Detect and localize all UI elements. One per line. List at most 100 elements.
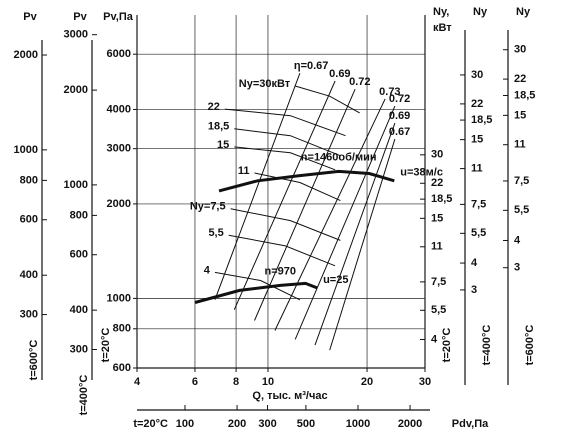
speed-curve — [194, 281, 318, 304]
efficiency-label: 0.69 — [329, 68, 350, 80]
aux-tick-label: 200 — [228, 418, 246, 430]
y-temperature: t=20°C — [100, 328, 112, 363]
y-tick-label: 600 — [113, 362, 131, 374]
efficiency-label: 0.69 — [389, 110, 410, 122]
aux-tick-label: 2000 — [14, 49, 38, 61]
aux-tick-label: 800 — [20, 174, 38, 186]
aux-tick-label: 7,5 — [471, 198, 486, 210]
power-line — [254, 172, 341, 202]
aux-tick-label: 300 — [258, 418, 276, 430]
aux-axis-unit: кВт — [433, 22, 452, 34]
power-line — [228, 234, 336, 267]
efficiency-line — [274, 98, 386, 331]
y-axis-label: Pv,Па — [103, 11, 134, 23]
power-label: Ny=30кВт — [239, 78, 291, 90]
aux-tick-label: 1000 — [346, 418, 370, 430]
aux-tick-label: 15 — [514, 109, 526, 121]
y-tick-label: 1000 — [107, 292, 131, 304]
aux-axis-temperature: t=20°C — [441, 328, 453, 363]
power-line — [230, 208, 341, 241]
series-end-label: u=25 — [323, 274, 348, 286]
aux-tick-label: 1000 — [64, 179, 88, 191]
series-end-label: u=38м/с — [400, 167, 443, 179]
aux-tick-label: 1000 — [14, 144, 38, 156]
aux-axis-temperature: t=400°C — [78, 375, 90, 416]
aux-tick-label: 3 — [514, 262, 520, 274]
x-axis-label: Q, тыс. м³/час — [252, 390, 327, 402]
power-label: 15 — [217, 139, 229, 151]
y-tick-label: 3000 — [107, 143, 131, 155]
power-label: 18,5 — [208, 121, 229, 133]
aux-tick-label: 100 — [176, 418, 194, 430]
aux-tick-label: 5,5 — [514, 204, 529, 216]
efficiency-line — [329, 138, 396, 351]
efficiency-label: 0.67 — [389, 126, 410, 138]
x-tick-label: 20 — [361, 376, 373, 388]
efficiency-label: 0.72 — [349, 76, 370, 88]
power-line — [295, 85, 360, 114]
aux-tick-label: 11 — [514, 139, 526, 151]
efficiency-line — [254, 89, 356, 321]
aux-axis-label: Ny — [516, 6, 531, 18]
aux-tick-label: 30 — [471, 69, 483, 81]
efficiency-line — [233, 80, 336, 310]
aux-tick-label: 800 — [70, 209, 88, 221]
power-line — [224, 108, 346, 137]
aux-tick-label: 2000 — [64, 84, 88, 96]
efficiency-label: η=0.67 — [294, 60, 329, 72]
aux-axis-label: Pv — [23, 11, 37, 23]
y-tick-label: 4000 — [107, 103, 131, 115]
aux-tick-label: 7,5 — [514, 175, 529, 187]
efficiency-line — [294, 105, 396, 340]
aux-tick-label: 2000 — [398, 418, 422, 430]
aux-tick-label: 400 — [20, 269, 38, 281]
aux-tick-label: 30 — [514, 44, 526, 56]
series-label: n=1460об/мин — [301, 151, 377, 163]
aux-tick-label: 4 — [431, 333, 438, 345]
aux-tick-label: 4 — [514, 234, 521, 246]
aux-tick-label: 300 — [70, 343, 88, 355]
aux-tick-label: 22 — [471, 98, 483, 110]
aux-tick-label: 15 — [431, 212, 443, 224]
power-label: 22 — [208, 101, 220, 113]
aux-tick-label: 5,5 — [431, 304, 446, 316]
aux-axis-label: Pdv,Па — [452, 418, 489, 430]
aux-tick-label: 18,5 — [514, 89, 535, 101]
y-tick-label: 6000 — [107, 48, 131, 60]
aux-tick-label: 7,5 — [431, 276, 446, 288]
aux-tick-label: 4 — [471, 257, 478, 269]
aux-axis-label: Pv — [73, 11, 87, 23]
aux-tick-label: 3 — [471, 284, 477, 296]
aux-tick-label: 11 — [471, 163, 483, 175]
aux-axis-label: Ny, — [433, 6, 449, 18]
aux-axis-temperature: t=600°C — [524, 325, 536, 366]
x-tick-label: 6 — [192, 376, 198, 388]
y-tick-label: 800 — [113, 323, 131, 335]
efficiency-label: 0.72 — [389, 93, 410, 105]
aux-tick-label: 5,5 — [471, 227, 486, 239]
power-line — [234, 146, 336, 171]
x-tick-label: 10 — [262, 376, 274, 388]
aux-tick-label: 600 — [70, 249, 88, 261]
aux-tick-label: 22 — [514, 73, 526, 85]
efficiency-line — [314, 122, 396, 346]
x-tick-label: 8 — [233, 376, 239, 388]
aux-tick-label: 300 — [20, 308, 38, 320]
power-line — [234, 128, 341, 157]
efficiency-label: 0.73 — [379, 86, 400, 98]
aux-tick-label: 30 — [431, 149, 443, 161]
aux-tick-label: 600 — [20, 214, 38, 226]
y-tick-label: 2000 — [107, 198, 131, 210]
efficiency-line — [214, 73, 301, 300]
series-label: n=970 — [265, 265, 297, 277]
power-line — [214, 271, 301, 301]
aux-tick-label: 18,5 — [471, 114, 492, 126]
aux-tick-label: 11 — [431, 241, 443, 253]
aux-tick-label: 500 — [297, 418, 315, 430]
x-tick-label: 4 — [134, 376, 141, 388]
aux-tick-label: 400 — [70, 304, 88, 316]
aux-tick-label: 3000 — [64, 29, 88, 41]
aux-tick-label: 15 — [471, 134, 483, 146]
